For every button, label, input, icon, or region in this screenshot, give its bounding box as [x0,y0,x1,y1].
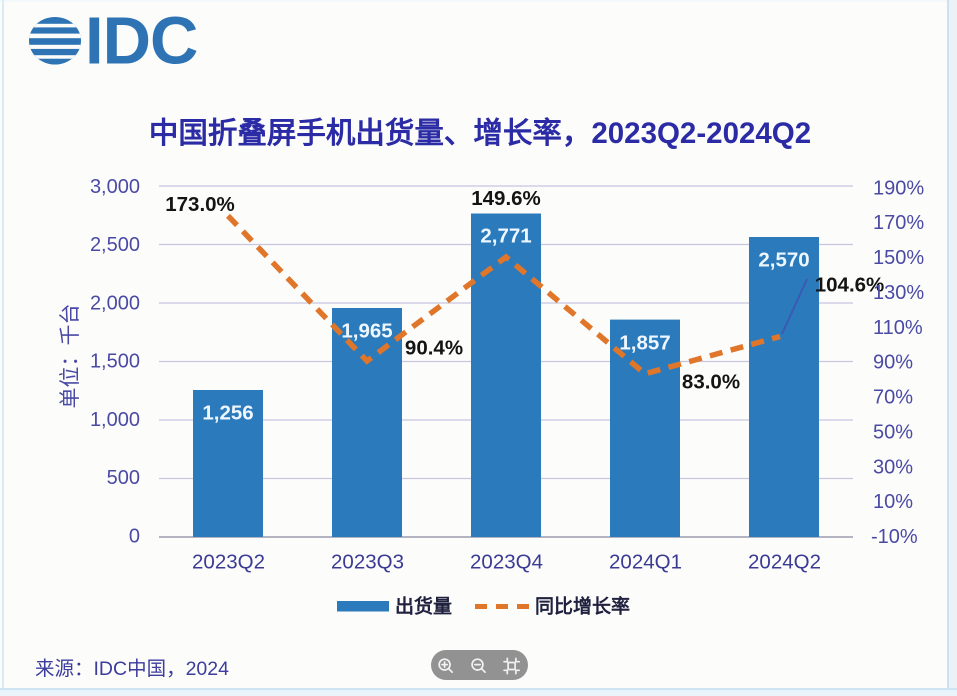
svg-text:130%: 130% [873,282,924,304]
svg-text:2024Q1: 2024Q1 [609,551,682,574]
svg-text:190%: 190% [873,177,924,199]
svg-text:2023Q4: 2023Q4 [470,551,543,574]
svg-text:110%: 110% [873,317,923,339]
svg-text:出货量: 出货量 [395,595,452,618]
svg-text:1,857: 1,857 [619,332,670,355]
svg-text:173.0%: 173.0% [165,193,235,216]
svg-text:1,965: 1,965 [341,320,392,343]
svg-text:90%: 90% [873,352,913,374]
svg-text:104.6%: 104.6% [815,274,885,297]
svg-text:2,000: 2,000 [90,292,140,314]
svg-text:2023Q2: 2023Q2 [192,551,265,574]
svg-text:90.4%: 90.4% [405,337,463,360]
svg-text:70%: 70% [873,387,913,409]
svg-text:1,000: 1,000 [90,409,140,431]
svg-text:2,570: 2,570 [758,249,809,272]
svg-text:2023Q3: 2023Q3 [331,551,404,574]
svg-text:2,771: 2,771 [480,225,531,248]
svg-text:IDC: IDC [85,4,197,79]
svg-text:0: 0 [129,525,140,547]
svg-text:1,256: 1,256 [202,402,253,425]
svg-text:2024Q2: 2024Q2 [748,551,821,574]
svg-text:1,500: 1,500 [90,351,140,373]
svg-text:50%: 50% [873,421,913,443]
svg-text:170%: 170% [873,212,924,234]
svg-text:来源：IDC中国，2024: 来源：IDC中国，2024 [35,658,229,680]
svg-text:30%: 30% [873,456,913,478]
svg-text:500: 500 [107,467,140,489]
svg-text:-10%: -10% [871,526,918,548]
svg-text:同比增长率: 同比增长率 [535,595,630,618]
svg-text:150%: 150% [873,247,924,269]
svg-text:3,000: 3,000 [90,176,140,198]
svg-text:149.6%: 149.6% [471,187,541,210]
svg-text:中国折叠屏手机出货量、增长率，2023Q2-2024Q2: 中国折叠屏手机出货量、增长率，2023Q2-2024Q2 [149,116,811,150]
svg-text:单位：千台: 单位：千台 [59,304,82,409]
svg-text:83.0%: 83.0% [682,371,740,394]
svg-text:10%: 10% [873,491,913,513]
svg-text:2,500: 2,500 [90,234,140,256]
